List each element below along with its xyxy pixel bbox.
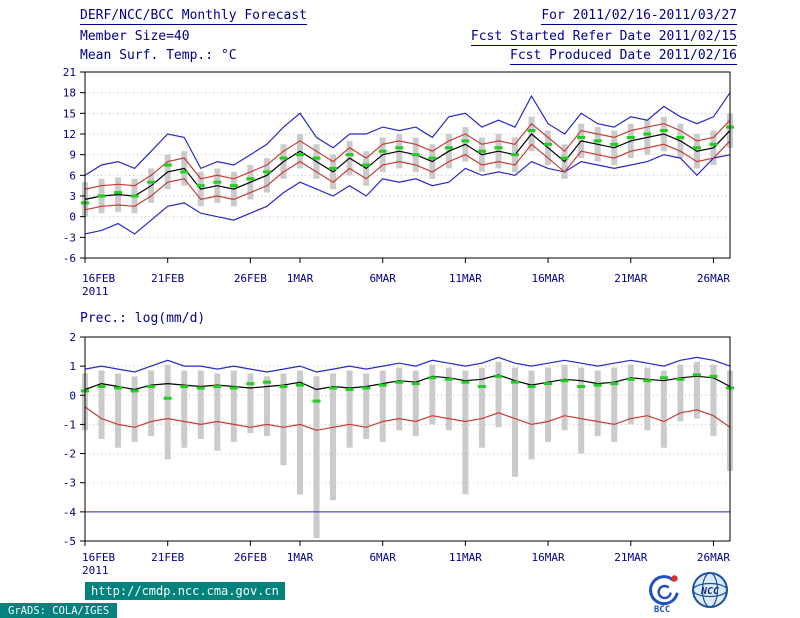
axis-label: 16FEB xyxy=(82,551,115,564)
axis-label: 1MAR xyxy=(287,551,314,564)
grads-stamp: GrADS: COLA/IGES xyxy=(0,603,118,618)
axis-label: 0 xyxy=(69,211,76,224)
ncc-logo: NCC xyxy=(692,572,728,608)
bcc-swirl-icon xyxy=(649,575,679,606)
axis-label: 18 xyxy=(63,87,76,100)
axis-label: 6 xyxy=(69,169,76,182)
series-ensemble-max xyxy=(84,92,731,176)
axis-label: -6 xyxy=(63,252,76,265)
plot-frame xyxy=(84,71,731,259)
axis-label: 26MAR xyxy=(697,272,730,285)
axis-label: 6MAR xyxy=(369,272,396,285)
axis-label: -4 xyxy=(63,506,77,519)
series-ensemble-lower xyxy=(84,406,731,431)
axis-label: 11MAR xyxy=(449,551,482,564)
temp-variable-label: Mean Surf. Temp.: °C xyxy=(80,48,237,63)
axis-label: 2011 xyxy=(82,564,109,577)
axis-label: -2 xyxy=(63,448,76,461)
ncc-meridian-icon xyxy=(701,572,719,608)
bcc-inner-swirl-icon xyxy=(657,584,672,600)
series-ensemble-lower xyxy=(84,140,731,211)
member-size-label: Member Size=40 xyxy=(80,29,190,44)
bcc-sun-icon xyxy=(671,575,678,582)
series-ensemble-mean xyxy=(84,374,731,391)
axis-label: 21FEB xyxy=(151,272,184,285)
axis-label: 9 xyxy=(69,149,76,162)
axis-label: 12 xyxy=(63,128,76,141)
axis-label: 0 xyxy=(69,389,76,402)
bcc-logo-label: BCC xyxy=(654,605,670,614)
precip-variable-label: Prec.: log(mm/d) xyxy=(80,311,206,326)
axis-label: 15 xyxy=(63,107,76,120)
source-url: http://cmdp.ncc.cma.gov.cn xyxy=(85,582,285,600)
series-ensemble-upper xyxy=(84,119,731,190)
axis-label: -5 xyxy=(63,535,76,548)
series-ensemble-max xyxy=(84,356,731,373)
refer-date-label: Fcst Started Refer Date 2011/02/15 xyxy=(470,29,737,46)
axis-label: 1 xyxy=(69,360,76,373)
ncc-equator-icon xyxy=(692,582,728,598)
axis-label: 3 xyxy=(69,190,76,203)
series-ensemble-min xyxy=(84,154,731,235)
produced-date-label: Fcst Produced Date 2011/02/16 xyxy=(510,48,737,65)
axis-label: 1MAR xyxy=(287,272,314,285)
precipitation-plot: 2 1 0 -1 -2 -3 -4 -5 16FEB 21FEB 26FEB 1MAR 6MAR 11MA… xyxy=(63,331,734,577)
axis-label: 11MAR xyxy=(449,272,482,285)
temperature-plot: 21 18 15 12 9 6 3 0 -3 -6 16FEB 21FEB 26FEB 1MAR 6MAR 1… xyxy=(63,66,734,298)
axis-label: 2 xyxy=(69,331,76,344)
bcc-logo: BCC xyxy=(649,575,679,614)
axis-label: 2011 xyxy=(82,285,109,298)
axis-label: -3 xyxy=(63,477,76,490)
axis-label: 26MAR xyxy=(697,551,730,564)
axis-label: -3 xyxy=(63,231,76,244)
axis-label: 16MAR xyxy=(532,551,565,564)
axis-label: 21 xyxy=(63,66,76,79)
axis-label: 16FEB xyxy=(82,272,115,285)
plot-frame xyxy=(84,336,731,542)
axis-label: 21FEB xyxy=(151,551,184,564)
forecast-period-label: For 2011/02/16-2011/03/27 xyxy=(541,8,737,25)
axis-label: 26FEB xyxy=(234,551,267,564)
axis-label: -1 xyxy=(63,418,76,431)
series-ensemble-mean xyxy=(84,130,731,200)
axis-label: 21MAR xyxy=(614,551,647,564)
axis-label: 16MAR xyxy=(532,272,565,285)
page-title: DERF/NCC/BCC Monthly Forecast xyxy=(80,8,307,25)
axis-label: 26FEB xyxy=(234,272,267,285)
axis-label: 6MAR xyxy=(369,551,396,564)
ncc-logo-label: NCC xyxy=(700,586,719,597)
axis-label: 21MAR xyxy=(614,272,647,285)
